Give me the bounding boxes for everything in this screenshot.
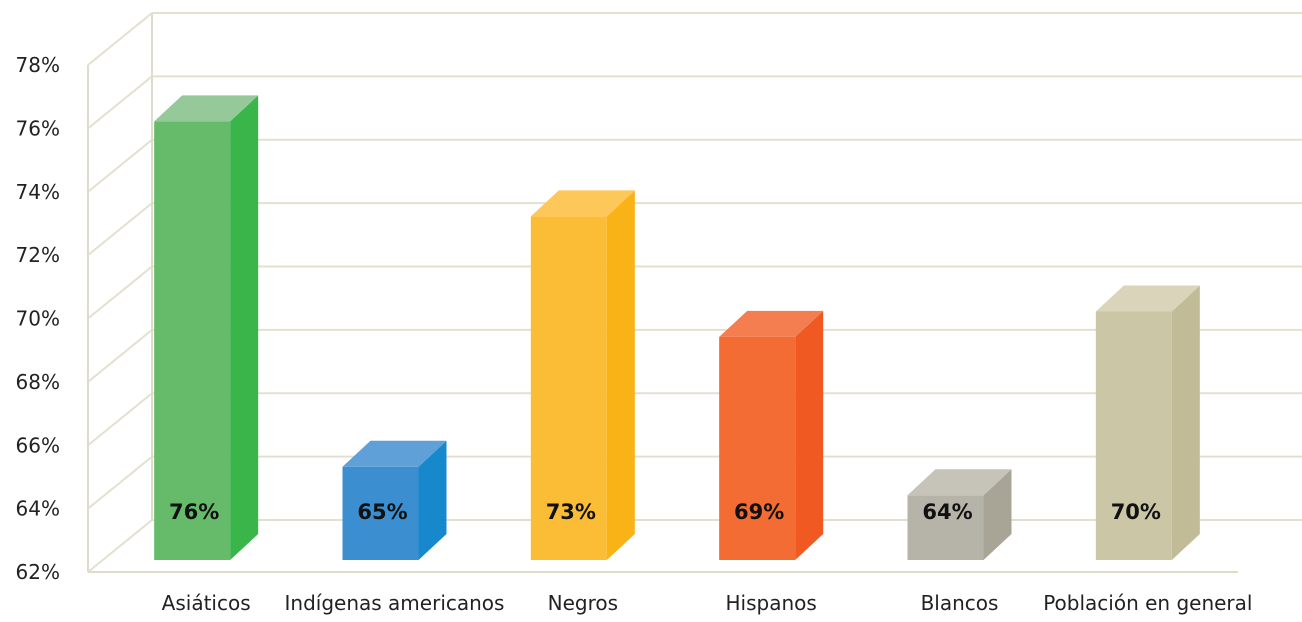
x-tick-label: Blancos [921,591,999,615]
bars [154,95,1200,561]
bar-side [230,95,259,561]
data-label: 64% [922,500,972,524]
bar-side [418,440,447,560]
gridline-depth [87,519,153,573]
data-label: 65% [357,500,407,524]
gridline-depth [87,455,153,510]
x-tick-label: Negros [548,591,618,615]
y-tick-label: 78% [16,53,60,77]
data-label: 76% [169,500,219,524]
data-label: 69% [734,500,784,524]
gridline-depth [87,392,153,447]
bar-top [530,190,635,217]
gridline-depth [87,265,153,320]
y-tick-label: 62% [16,560,60,584]
x-tick-label: Hispanos [726,591,817,615]
bar-side [606,190,635,561]
labels: 62% 64% 66% 68% 70% 72% 74% 76% 78% 76% Asiáticos 6… [16,53,1253,615]
y-tick-label: 76% [16,116,60,140]
x-tick-label: Indígenas americanos [285,591,505,615]
bar-top [907,469,1012,496]
y-tick-label: 66% [16,433,60,457]
bar-front [907,495,984,560]
bar-front [719,336,796,560]
x-tick-label: Asiáticos [162,591,251,615]
gridline-depth [87,202,153,256]
gridline-depth [87,75,153,130]
y-tick-label: 64% [16,497,60,521]
x-tick-label: Población en general [1043,591,1252,615]
bar-front [530,216,607,561]
gridline-depth [87,12,153,66]
bar-side [983,469,1012,560]
y-tick-label: 68% [16,370,60,394]
bar-front [154,121,231,561]
bar-front [342,466,419,560]
bar-top [1095,285,1200,312]
bar-top [342,440,447,467]
bar-side [1171,285,1200,560]
bar-side [795,310,824,560]
bar-top [154,95,259,122]
y-tick-label: 72% [16,243,60,267]
data-label: 70% [1111,500,1161,524]
y-tick-label: 70% [16,307,60,331]
gridline-depth [87,138,153,193]
axes [87,13,1238,573]
bar-top [719,310,824,337]
bar-front [1095,311,1172,560]
gridline-depth [87,329,153,383]
y-tick-label: 74% [16,180,60,204]
data-label: 73% [546,500,596,524]
